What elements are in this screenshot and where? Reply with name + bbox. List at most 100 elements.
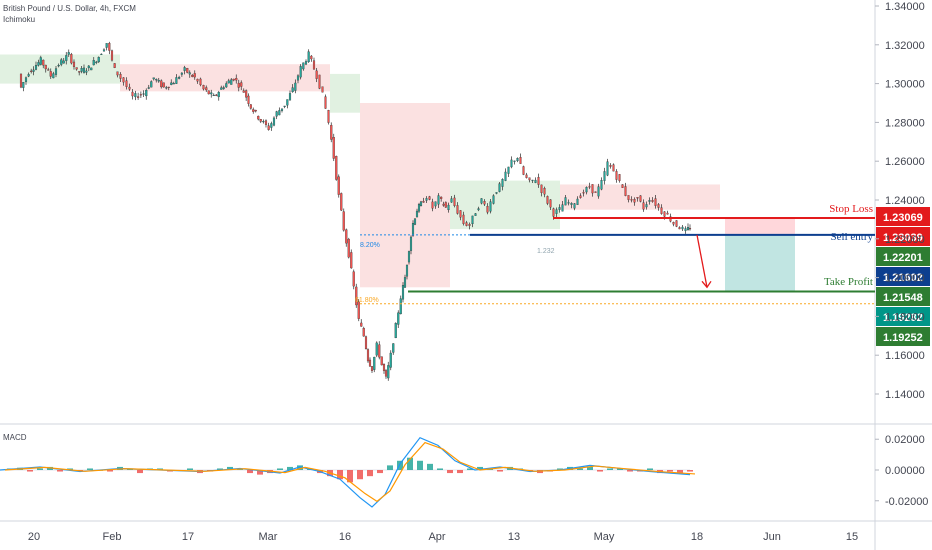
time-tick-label: 16 bbox=[339, 531, 351, 543]
time-tick-label: 15 bbox=[846, 531, 858, 543]
candle-body bbox=[172, 83, 175, 85]
macd-histogram-bar bbox=[187, 468, 193, 470]
candle-body bbox=[57, 65, 60, 67]
price-tick-label: 1.22000 bbox=[885, 234, 925, 246]
candle-body bbox=[681, 226, 684, 230]
candle-body bbox=[280, 108, 284, 111]
candle-body bbox=[645, 204, 648, 208]
sell-entry-label: Sell entry bbox=[831, 231, 874, 243]
candle-body bbox=[437, 195, 440, 205]
time-tick-label: May bbox=[594, 531, 615, 543]
candle-body bbox=[591, 184, 594, 194]
candle-body bbox=[352, 271, 355, 287]
candle-body bbox=[39, 57, 42, 65]
candle-body bbox=[215, 94, 218, 96]
candle-body bbox=[27, 74, 30, 77]
candle-body bbox=[419, 201, 423, 207]
macd-histogram-bar bbox=[27, 470, 33, 472]
price-tick-label: 1.32000 bbox=[885, 40, 925, 52]
candle-body bbox=[378, 344, 381, 358]
candle-body bbox=[489, 201, 492, 212]
candle-body bbox=[522, 166, 525, 175]
macd-histogram-bar bbox=[387, 465, 393, 470]
macd-histogram-bar bbox=[227, 466, 233, 470]
time-tick-label: 18 bbox=[691, 531, 703, 543]
candle-body bbox=[483, 201, 486, 205]
candle-body bbox=[561, 204, 564, 212]
candle-body bbox=[411, 223, 415, 236]
macd-tick-label: 0.02000 bbox=[885, 434, 925, 446]
macd-histogram-bar bbox=[257, 470, 263, 475]
candle-body bbox=[462, 214, 465, 224]
candle-body bbox=[196, 78, 199, 82]
candle-body bbox=[237, 82, 240, 88]
candle-body bbox=[235, 78, 238, 81]
candle-body bbox=[288, 93, 292, 101]
candle-body bbox=[122, 77, 125, 83]
candle-body bbox=[394, 323, 397, 339]
candle-body bbox=[210, 92, 213, 95]
fib-lower-label: 61.80% bbox=[355, 297, 379, 304]
candle-body bbox=[160, 80, 163, 88]
candle-body bbox=[615, 171, 618, 180]
candle-body bbox=[24, 77, 28, 82]
candle-body bbox=[498, 183, 501, 192]
candle-body bbox=[537, 177, 540, 185]
candle-body bbox=[167, 86, 170, 88]
time-tick-label: Jun bbox=[763, 531, 781, 543]
candle-body bbox=[666, 212, 669, 215]
candle-body bbox=[663, 211, 666, 217]
candle-body bbox=[275, 111, 278, 117]
macd-histogram-bar bbox=[397, 460, 403, 470]
price-tick-label: 1.28000 bbox=[885, 117, 925, 129]
candle-body bbox=[507, 166, 510, 174]
candle-body bbox=[252, 109, 255, 112]
candle-body bbox=[217, 92, 220, 98]
macd-histogram-bar bbox=[337, 470, 343, 480]
candle-body bbox=[364, 336, 368, 350]
fib-upper-label: 8.20% bbox=[360, 242, 380, 249]
candle-body bbox=[368, 359, 372, 367]
macd-histogram-bar bbox=[437, 468, 443, 470]
candle-body bbox=[264, 120, 268, 125]
candles bbox=[19, 41, 692, 381]
candle-body bbox=[525, 174, 528, 178]
macd-histogram-bar bbox=[447, 470, 453, 474]
cloud-segment bbox=[360, 103, 450, 288]
candle-body bbox=[283, 105, 286, 107]
candle-body bbox=[440, 196, 443, 199]
candle-body bbox=[270, 123, 273, 128]
candle-body bbox=[633, 199, 636, 203]
candle-body bbox=[528, 177, 531, 181]
candle-body bbox=[373, 356, 376, 370]
signal-line bbox=[4, 441, 696, 503]
price-tick-label: 1.24000 bbox=[885, 195, 925, 207]
candle-body bbox=[684, 228, 687, 231]
candle-body bbox=[459, 210, 462, 218]
candle-body bbox=[142, 93, 145, 95]
macd-histogram-bar bbox=[557, 468, 563, 470]
candle-body bbox=[22, 82, 25, 88]
candle-body bbox=[366, 349, 370, 362]
candle-body bbox=[113, 63, 116, 68]
macd-histogram-bar bbox=[357, 470, 363, 480]
candle-body bbox=[375, 342, 378, 356]
candle-body bbox=[267, 125, 270, 130]
macd-histogram-bar bbox=[277, 468, 283, 470]
candle-body bbox=[495, 192, 498, 194]
candle-body bbox=[193, 73, 196, 78]
candle-body bbox=[471, 215, 474, 225]
candle-body bbox=[384, 370, 388, 377]
candle-body bbox=[152, 77, 155, 80]
macd-tick-label: -0.02000 bbox=[885, 496, 928, 508]
macd-histogram-bar bbox=[407, 457, 413, 470]
candle-body bbox=[546, 196, 549, 204]
candle-body bbox=[597, 186, 600, 197]
candle-body bbox=[362, 328, 365, 337]
price-tick-label: 1.14000 bbox=[885, 389, 925, 401]
macd-histogram-bar bbox=[367, 470, 373, 477]
candle-body bbox=[465, 222, 468, 226]
candle-body bbox=[220, 87, 223, 90]
candle-body bbox=[259, 119, 262, 122]
